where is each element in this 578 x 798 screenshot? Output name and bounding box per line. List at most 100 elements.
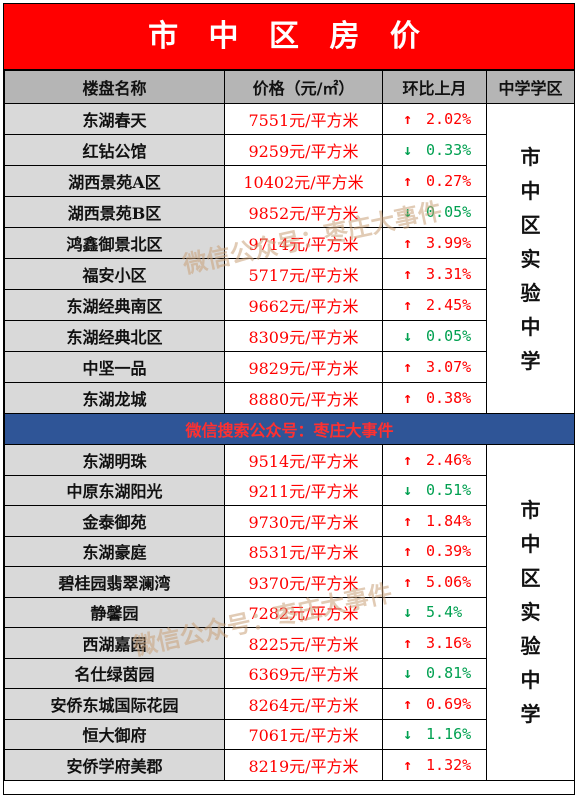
school-district: 市中区实验中学: [486, 444, 575, 781]
banner-row: 微信搜索公众号：枣庄大事件: [4, 413, 575, 445]
change-value: 5.06%: [426, 572, 472, 591]
arrow-down-icon: ↓: [403, 203, 413, 221]
property-name: 东湖经典北区: [4, 320, 225, 352]
header-price: 价格（元/㎡）: [224, 70, 383, 104]
property-price: 10402元/平方米: [224, 165, 383, 197]
property-price: 9829元/平方米: [224, 351, 383, 383]
arrow-down-icon: ↓: [403, 725, 413, 744]
property-name: 东湖龙城: [4, 382, 225, 414]
change-value: 0.33%: [426, 141, 472, 159]
property-price: 7282元/平方米: [224, 596, 383, 628]
property-price: 7551元/平方米: [224, 103, 383, 135]
arrow-down-icon: ↓: [403, 664, 413, 683]
arrow-up-icon: ↑: [403, 234, 413, 252]
property-price: 7061元/平方米: [224, 718, 383, 750]
change-value: 0.38%: [426, 389, 472, 407]
change-value: 0.69%: [426, 694, 472, 713]
table-row: 东湖龙城 8880元/平方米 ↑ 0.38%: [4, 382, 575, 414]
property-price: 8531元/平方米: [224, 535, 383, 567]
arrow-up-icon: ↑: [403, 755, 413, 774]
month-change: ↓ 5.4%: [382, 596, 487, 628]
property-name: 安侨东城国际花园: [4, 688, 225, 720]
arrow-up-icon: ↑: [403, 296, 413, 314]
property-name: 东湖春天: [4, 103, 225, 135]
property-name: 名仕绿茵园: [4, 657, 225, 689]
table-row: 名仕绿茵园 6369元/平方米 ↓ 0.81%: [4, 657, 575, 689]
table-row: 碧桂园翡翠澜湾 9370元/平方米 ↑ 5.06%: [4, 566, 575, 598]
change-value: 3.16%: [426, 633, 472, 652]
arrow-up-icon: ↑: [403, 358, 413, 376]
property-name: 湖西景苑B区: [4, 196, 225, 228]
school-district: 市中区实验中学: [486, 103, 575, 414]
arrow-down-icon: ↓: [403, 141, 413, 159]
table-row: 安侨东城国际花园 8264元/平方米 ↑ 0.69%: [4, 688, 575, 720]
month-change: ↑ 5.06%: [382, 566, 487, 598]
page-frame: [3, 3, 575, 795]
month-change: ↑ 0.69%: [382, 688, 487, 720]
property-price: 9211元/平方米: [224, 474, 383, 506]
table-row: 东湖经典南区 9662元/平方米 ↑ 2.45%: [4, 289, 575, 321]
change-value: 0.51%: [426, 481, 472, 500]
month-change: ↓ 0.05%: [382, 320, 487, 352]
price-table: 楼盘名称 价格（元/㎡） 环比上月 中学学区 东湖春天 7551元/平方米 ↑ 2.…: [4, 70, 575, 781]
month-change: ↑ 3.07%: [382, 351, 487, 383]
table-row: 恒大御府 7061元/平方米 ↓ 1.16%: [4, 718, 575, 750]
month-change: ↑ 0.38%: [382, 382, 487, 414]
change-value: 0.27%: [426, 172, 472, 190]
arrow-up-icon: ↑: [403, 172, 413, 190]
property-name: 西湖嘉园: [4, 627, 225, 659]
month-change: ↑ 2.46%: [382, 444, 487, 476]
header-row: 楼盘名称 价格（元/㎡） 环比上月 中学学区: [4, 70, 575, 104]
property-price: 8225元/平方米: [224, 627, 383, 659]
arrow-up-icon: ↑: [403, 450, 413, 469]
arrow-up-icon: ↑: [403, 389, 413, 407]
month-change: ↓ 1.16%: [382, 718, 487, 750]
change-value: 0.05%: [426, 327, 472, 345]
arrow-up-icon: ↑: [403, 633, 413, 652]
property-name: 碧桂园翡翠澜湾: [4, 566, 225, 598]
table-row: 湖西景苑A区 10402元/平方米 ↑ 0.27%: [4, 165, 575, 197]
table-row: 中坚一品 9829元/平方米 ↑ 3.07%: [4, 351, 575, 383]
property-name: 中原东湖阳光: [4, 474, 225, 506]
change-value: 0.05%: [426, 203, 472, 221]
month-change: ↑ 2.45%: [382, 289, 487, 321]
school-name: 市中区实验中学: [520, 498, 541, 727]
header-name: 楼盘名称: [4, 70, 225, 104]
arrow-up-icon: ↑: [403, 511, 413, 530]
property-name: 鸿鑫御景北区: [4, 227, 225, 259]
table-row: 福安小区 5717元/平方米 ↑ 3.31%: [4, 258, 575, 290]
property-name: 静馨园: [4, 596, 225, 628]
month-change: ↑ 3.31%: [382, 258, 487, 290]
property-price: 9852元/平方米: [224, 196, 383, 228]
property-name: 中坚一品: [4, 351, 225, 383]
change-value: 2.45%: [426, 296, 472, 314]
property-price: 8264元/平方米: [224, 688, 383, 720]
month-change: ↓ 0.05%: [382, 196, 487, 228]
property-price: 9370元/平方米: [224, 566, 383, 598]
month-change: ↓ 0.51%: [382, 474, 487, 506]
property-name: 东湖经典南区: [4, 289, 225, 321]
property-name: 福安小区: [4, 258, 225, 290]
property-price: 9514元/平方米: [224, 444, 383, 476]
table-row: 东湖明珠 9514元/平方米 ↑ 2.46% 市中区实验中学: [4, 444, 575, 781]
arrow-up-icon: ↑: [403, 542, 413, 561]
arrow-up-icon: ↑: [403, 265, 413, 283]
arrow-up-icon: ↑: [403, 694, 413, 713]
change-value: 3.31%: [426, 265, 472, 283]
header-change: 环比上月: [382, 70, 487, 104]
month-change: ↓ 0.33%: [382, 134, 487, 166]
property-price: 8880元/平方米: [224, 382, 383, 414]
arrow-up-icon: ↑: [403, 572, 413, 591]
header-school: 中学学区: [486, 70, 575, 104]
property-price: 9730元/平方米: [224, 505, 383, 537]
change-value: 0.81%: [426, 664, 472, 683]
month-change: ↑ 1.84%: [382, 505, 487, 537]
property-name: 东湖豪庭: [4, 535, 225, 567]
change-value: 2.46%: [426, 450, 472, 469]
property-name: 东湖明珠: [4, 444, 225, 476]
page-title: 市 中 区 房 价: [4, 4, 574, 70]
property-price: 9662元/平方米: [224, 289, 383, 321]
change-value: 1.16%: [426, 725, 472, 744]
month-change: ↓ 0.81%: [382, 657, 487, 689]
table-row: 安侨学府美郡 8219元/平方米 ↑ 1.32%: [4, 749, 575, 781]
